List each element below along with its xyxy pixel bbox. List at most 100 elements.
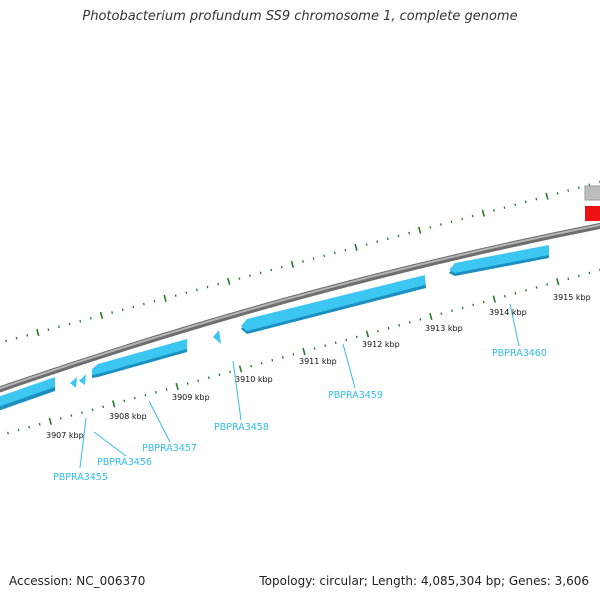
- minor-tick: [271, 358, 274, 362]
- minor-tick: [344, 248, 347, 252]
- major-tick: [418, 226, 422, 234]
- minor-tick: [312, 257, 315, 260]
- feature-grey: [584, 185, 600, 201]
- minor-tick: [186, 382, 189, 385]
- genome-backbone-highlight: [0, 223, 600, 390]
- minor-tick: [249, 274, 251, 278]
- minor-tick: [207, 376, 210, 380]
- major-tick: [545, 192, 549, 200]
- minor-tick: [439, 223, 442, 226]
- minor-tick: [292, 353, 295, 356]
- minor-tick: [440, 312, 443, 315]
- minor-tick: [91, 408, 94, 412]
- minor-tick: [121, 308, 124, 312]
- minor-tick: [355, 335, 358, 339]
- minor-tick: [111, 311, 114, 314]
- minor-tick: [556, 192, 559, 195]
- minor-tick: [70, 414, 73, 417]
- major-tick: [290, 260, 295, 268]
- minor-tick: [218, 373, 221, 377]
- major-tick: [99, 311, 104, 320]
- genome-stats-label: Topology: circular; Length: 4,085,304 bp…: [259, 574, 589, 588]
- scale-label-3913: 3913 kbp: [425, 324, 463, 333]
- gene-label-PBPRA3460[interactable]: PBPRA3460: [492, 348, 547, 359]
- outer-tick-track: [5, 180, 600, 343]
- minor-tick: [345, 338, 348, 342]
- minor-tick: [398, 323, 401, 327]
- minor-tick: [524, 200, 527, 204]
- minor-tick: [429, 226, 432, 229]
- minor-tick: [185, 291, 188, 295]
- gene-label-PBPRA3457[interactable]: PBPRA3457: [142, 443, 197, 454]
- gene-PBPRA3455[interactable]: [0, 377, 55, 412]
- scale-label-3910: 3910 kbp: [235, 375, 273, 384]
- gene-PBPRA3459[interactable]: [241, 275, 426, 334]
- leader-PBPRA3459: [342, 343, 356, 389]
- gene-label-PBPRA3459[interactable]: PBPRA3459: [328, 390, 383, 401]
- minor-tick: [472, 303, 475, 307]
- minor-tick: [229, 370, 231, 374]
- minor-tick: [155, 390, 157, 394]
- leader-PBPRA3458: [232, 360, 242, 421]
- minor-tick: [5, 339, 7, 343]
- gene-label-PBPRA3455[interactable]: PBPRA3455: [53, 472, 108, 483]
- major-tick: [481, 209, 485, 217]
- scale-label-3911: 3911 kbp: [299, 357, 337, 366]
- minor-tick: [482, 300, 485, 304]
- minor-tick: [89, 316, 92, 320]
- scale-label-3909: 3909 kbp: [172, 393, 210, 402]
- scale-label-3912: 3912 kbp: [362, 340, 400, 349]
- scale-label-3907: 3907 kbp: [46, 431, 84, 440]
- minor-tick: [323, 254, 326, 258]
- minor-tick: [546, 283, 549, 286]
- minor-tick: [280, 265, 283, 269]
- major-tick: [556, 278, 560, 286]
- minor-tick: [123, 399, 126, 403]
- minor-tick: [377, 329, 379, 333]
- map-title: Photobacterium profundum SS9 chromosome …: [82, 9, 518, 24]
- minor-tick: [197, 379, 200, 382]
- leader-PBPRA3455: [79, 417, 87, 469]
- minor-tick: [492, 209, 495, 212]
- minor-tick: [567, 189, 570, 192]
- major-tick: [238, 365, 243, 373]
- minor-tick: [514, 203, 517, 207]
- leader-lines: [79, 303, 520, 469]
- minor-tick: [142, 302, 145, 306]
- minor-tick: [15, 336, 18, 340]
- gene-label-PBPRA3458[interactable]: PBPRA3458: [214, 422, 269, 433]
- minor-tick: [333, 251, 336, 255]
- minor-tick: [79, 319, 82, 323]
- minor-tick: [238, 277, 241, 280]
- minor-tick: [133, 396, 136, 400]
- minor-tick: [132, 305, 135, 309]
- gene-PBPRA3457[interactable]: [79, 374, 86, 385]
- major-tick: [112, 400, 116, 408]
- major-tick: [163, 294, 167, 303]
- minor-tick: [26, 334, 29, 337]
- gene-PBPRA3458[interactable]: [213, 330, 221, 344]
- major-tick: [227, 277, 231, 286]
- minor-tick: [525, 289, 527, 292]
- minor-tick: [577, 274, 580, 278]
- scale-label-3914: 3914 kbp: [489, 308, 527, 317]
- minor-tick: [535, 197, 538, 201]
- minor-tick: [461, 217, 464, 221]
- minor-tick: [68, 322, 71, 326]
- minor-tick: [144, 393, 147, 397]
- minor-tick: [567, 277, 570, 281]
- leader-PBPRA3457: [148, 400, 171, 443]
- gene-PBPRA3456[interactable]: [70, 377, 77, 388]
- gene-label-PBPRA3456[interactable]: PBPRA3456: [97, 457, 152, 468]
- major-tick: [429, 312, 433, 321]
- gene-PBPRA3460[interactable]: [449, 245, 549, 276]
- accession-label: Accession: NC_006370: [9, 574, 146, 588]
- minor-tick: [313, 347, 316, 350]
- scale-label-3908: 3908 kbp: [109, 412, 147, 421]
- minor-tick: [387, 326, 390, 330]
- minor-tick: [195, 288, 198, 292]
- gene-PBPRA3457-body[interactable]: [92, 339, 187, 378]
- minor-tick: [386, 237, 389, 241]
- minor-tick: [577, 186, 580, 189]
- major-tick: [354, 243, 358, 251]
